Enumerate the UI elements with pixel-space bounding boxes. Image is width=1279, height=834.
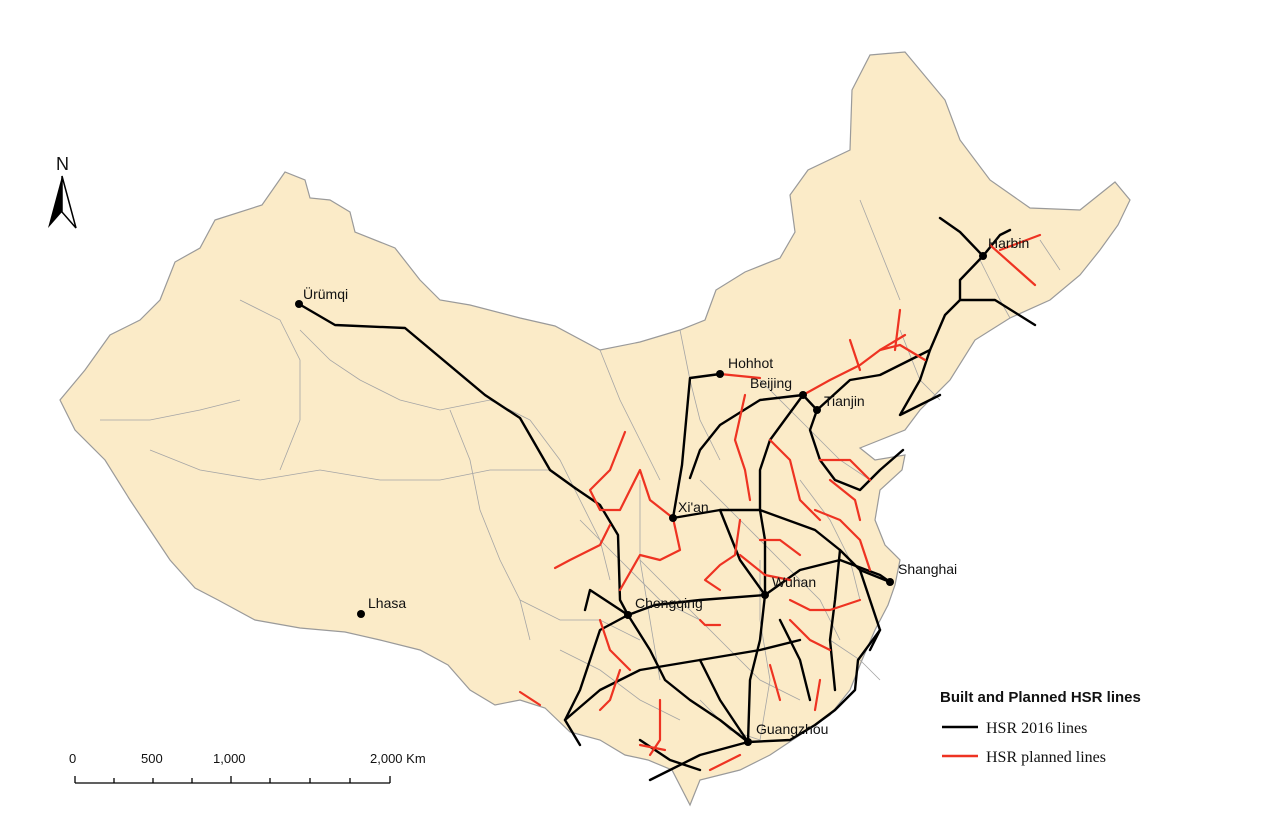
- city-marker-urumqi: Ürümqi: [295, 285, 348, 308]
- city-label-shanghai: Shanghai: [898, 561, 957, 577]
- city-label-lhasa: Lhasa: [368, 595, 406, 611]
- city-label-harbin: Harbin: [988, 235, 1029, 251]
- city-marker-shanghai: Shanghai: [886, 561, 957, 586]
- china-landmass: [59, 51, 1131, 807]
- city-marker-wuhan: Wuhan: [761, 574, 816, 599]
- city-marker-hohhot: Hohhot: [716, 355, 773, 378]
- city-label-chongqing: Chongqing: [635, 595, 703, 611]
- city-label-xian: Xi'an: [678, 499, 709, 515]
- city-label-guangzhou: Guangzhou: [756, 721, 828, 737]
- city-markers: Ürümqi Lhasa Hohhot Beijing Tianjin Harb…: [295, 235, 1029, 746]
- north-label: N: [56, 154, 69, 174]
- city-marker-tianjin: Tianjin: [813, 393, 865, 414]
- city-label-urumqi: Ürümqi: [303, 285, 348, 302]
- legend-title: Built and Planned HSR lines: [940, 689, 1141, 706]
- city-marker-lhasa: Lhasa: [357, 595, 406, 618]
- legend-label-built: HSR 2016 lines: [986, 720, 1087, 737]
- legend: Built and Planned HSR lines HSR 2016 lin…: [940, 689, 1141, 766]
- city-marker-guangzhou: Guangzhou: [744, 721, 828, 746]
- north-arrow-icon: [48, 175, 77, 229]
- city-marker-harbin: Harbin: [979, 235, 1029, 260]
- hsr-2016-lines: [297, 216, 1037, 782]
- scale-label-0: 0: [69, 751, 76, 766]
- scale-bar: 0 500 1,000 2,000 Km: [69, 751, 426, 784]
- city-label-wuhan: Wuhan: [772, 574, 816, 590]
- city-label-beijing: Beijing: [750, 375, 792, 391]
- scale-label-500: 500: [141, 751, 163, 766]
- scale-label-1000: 1,000: [213, 751, 246, 766]
- scale-label-2000: 2,000 Km: [370, 751, 426, 766]
- city-marker-beijing: Beijing: [750, 375, 807, 399]
- city-label-tianjin: Tianjin: [824, 393, 865, 409]
- hsr-planned-lines: [518, 233, 1042, 772]
- city-marker-chongqing: Chongqing: [624, 595, 703, 619]
- north-arrow: N: [48, 154, 77, 229]
- city-label-hohhot: Hohhot: [728, 355, 773, 371]
- legend-label-planned: HSR planned lines: [986, 749, 1106, 766]
- province-boundaries: [100, 199, 1061, 741]
- city-marker-xian: Xi'an: [669, 499, 709, 522]
